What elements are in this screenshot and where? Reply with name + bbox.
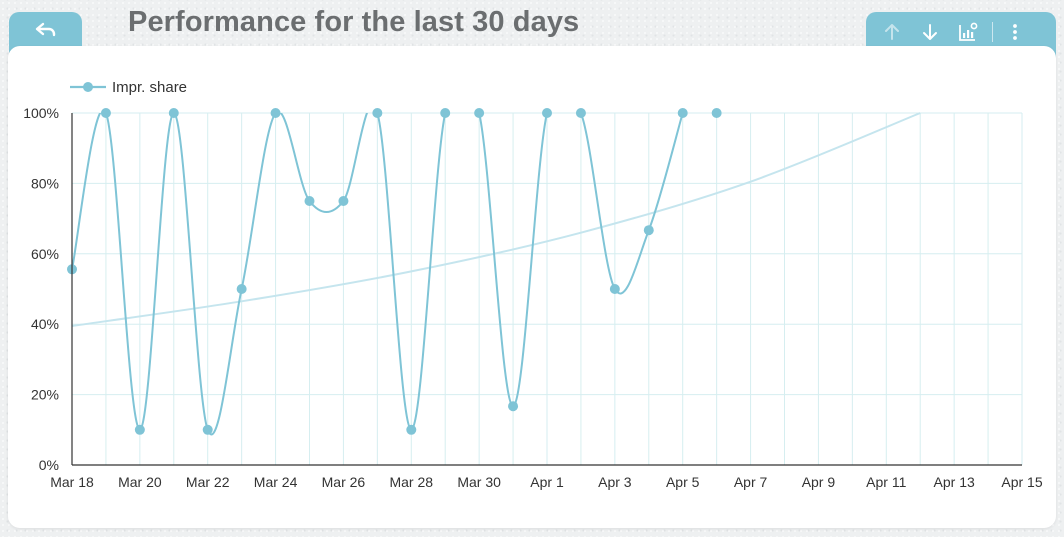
chart-settings-button[interactable] bbox=[952, 20, 984, 44]
x-tick-label: Mar 22 bbox=[186, 474, 230, 490]
toolbar-divider bbox=[992, 22, 993, 42]
x-tick-label: Mar 24 bbox=[254, 474, 298, 490]
axes: 0% 20% 40% 60% 80% 100% Mar 18 Mar 20 Mar 22 Mar … bbox=[23, 105, 1043, 490]
x-tick-label: Apr 1 bbox=[530, 474, 564, 490]
x-tick-label: Mar 18 bbox=[50, 474, 94, 490]
data-point[interactable] bbox=[406, 424, 417, 435]
data-point[interactable] bbox=[338, 196, 349, 206]
data-point[interactable] bbox=[134, 424, 145, 435]
series-layer bbox=[67, 108, 722, 436]
trendline bbox=[71, 112, 921, 327]
data-point[interactable] bbox=[304, 196, 315, 206]
page-title: Performance for the last 30 days bbox=[128, 6, 580, 38]
x-tick-label: Apr 9 bbox=[802, 474, 836, 490]
x-tick-label: Mar 28 bbox=[389, 474, 433, 490]
more-options-button[interactable] bbox=[999, 20, 1031, 44]
legend-label: Impr. share bbox=[112, 79, 187, 96]
x-tick-label: Apr 3 bbox=[598, 474, 632, 490]
data-point[interactable] bbox=[372, 108, 383, 118]
data-point[interactable] bbox=[609, 284, 620, 294]
data-point[interactable] bbox=[236, 284, 247, 294]
x-tick-label: Apr 15 bbox=[1001, 474, 1042, 490]
data-point[interactable] bbox=[270, 108, 281, 118]
arrow-up-icon bbox=[885, 24, 899, 40]
arrow-down-icon bbox=[923, 24, 937, 40]
data-point[interactable] bbox=[168, 108, 179, 118]
chart-settings-icon bbox=[959, 22, 978, 41]
trendline-layer bbox=[71, 112, 921, 327]
legend[interactable]: Impr. share bbox=[70, 79, 187, 96]
x-tick-label: Apr 7 bbox=[734, 474, 768, 490]
y-tick-label: 100% bbox=[23, 105, 59, 121]
x-tick-label: Apr 13 bbox=[934, 474, 975, 490]
grid bbox=[72, 112, 1023, 465]
data-point[interactable] bbox=[575, 108, 586, 118]
y-tick-label: 0% bbox=[39, 457, 59, 473]
x-tick-label: Mar 30 bbox=[457, 474, 501, 490]
data-point[interactable] bbox=[677, 108, 688, 118]
x-tick-label: Mar 20 bbox=[118, 474, 162, 490]
y-tick-label: 40% bbox=[31, 316, 59, 332]
data-point[interactable] bbox=[711, 108, 722, 118]
y-tick-label: 20% bbox=[31, 387, 59, 403]
y-tick-label: 80% bbox=[31, 175, 59, 191]
data-point[interactable] bbox=[100, 108, 111, 118]
undo-arrow-icon bbox=[35, 22, 55, 37]
more-vertical-icon bbox=[1013, 24, 1017, 40]
data-point[interactable] bbox=[474, 108, 485, 118]
x-tick-label: Apr 5 bbox=[666, 474, 700, 490]
legend-marker bbox=[83, 82, 93, 92]
data-point[interactable] bbox=[643, 225, 654, 236]
x-tick-label: Apr 11 bbox=[866, 474, 906, 490]
data-point[interactable] bbox=[542, 108, 552, 118]
line-chart: 0% 20% 40% 60% 80% 100% Mar 18 Mar 20 Mar 22 Mar … bbox=[23, 79, 1043, 490]
move-down-button[interactable] bbox=[914, 20, 946, 44]
data-point[interactable] bbox=[508, 401, 519, 412]
move-up-button[interactable] bbox=[876, 20, 908, 44]
x-tick-label: Mar 26 bbox=[322, 474, 366, 490]
chart-card: 0% 20% 40% 60% 80% 100% Mar 18 Mar 20 Mar 22 Mar … bbox=[8, 46, 1056, 528]
data-point[interactable] bbox=[440, 108, 451, 118]
series-line bbox=[72, 113, 684, 436]
y-tick-label: 60% bbox=[31, 246, 59, 262]
data-point[interactable] bbox=[202, 424, 213, 435]
